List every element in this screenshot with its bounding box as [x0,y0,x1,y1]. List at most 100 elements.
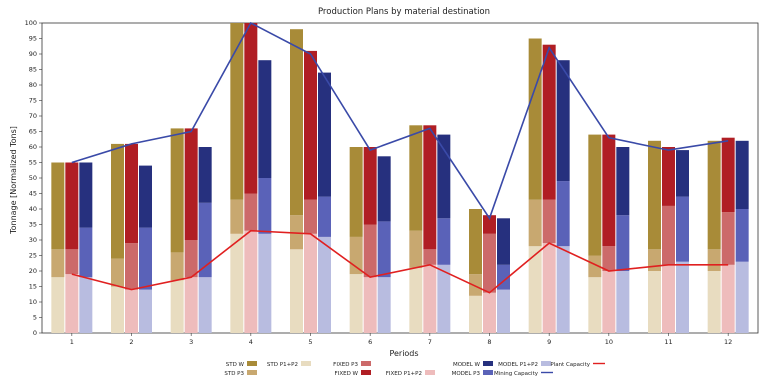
x-tick-label: 1 [70,338,74,346]
bar-model-p1-p2-period-7 [437,264,451,333]
bar-std-p3-period-9 [528,199,542,247]
bar-std-p3-period-3 [170,252,184,281]
bar-fixed-p3-period-1 [65,249,79,275]
y-tick-label: 70 [29,112,37,120]
bar-std-w-period-2 [111,143,124,259]
bar-model-p3-period-9 [556,181,570,247]
bar-fixed-p1-p2-period-3 [184,277,198,333]
legend-label-std-p3: STD P3 [224,371,244,377]
y-tick-label: 40 [29,205,37,213]
bar-fixed-p1-p2-period-12 [721,264,735,333]
bar-model-w-period-12 [735,140,749,209]
y-tick-label: 0 [33,329,37,337]
bar-std-w-period-12 [707,140,721,250]
bar-std-p1-p2-period-7 [409,267,423,333]
y-tick-label: 35 [29,221,37,229]
bar-std-w-period-3 [170,128,184,253]
legend-swatch [483,370,493,375]
bar-std-w-period-7 [409,125,423,231]
legend-label-std-p1-p2: STD P1+P2 [267,362,298,368]
bar-fixed-w-period-8 [483,215,496,234]
bar-model-p3-period-5 [318,196,331,237]
bar-fixed-p1-p2-period-4 [244,230,258,333]
bar-fixed-p3-period-10 [602,246,616,271]
bar-fixed-w-period-9 [542,44,556,200]
y-tick-label: 85 [29,66,37,74]
bar-model-w-period-7 [437,134,451,219]
bar-std-p1-p2-period-8 [469,295,482,333]
bar-std-p1-p2-period-10 [588,277,602,333]
bar-fixed-p1-p2-period-10 [602,271,616,333]
bar-std-w-period-5 [290,29,303,216]
legend-label-fixed-p1-p2: FIXED P1+P2 [386,371,422,377]
bar-fixed-w-period-6 [363,147,377,225]
bar-model-p3-period-10 [616,215,630,271]
bar-fixed-p1-p2-period-2 [125,289,138,333]
x-tick-label: 7 [428,338,432,346]
x-tick-label: 9 [547,338,551,346]
bar-std-p1-p2-period-2 [111,286,124,333]
bar-model-w-period-11 [676,150,689,197]
line-mining-capacity [71,21,729,221]
bar-std-p1-p2-period-3 [170,280,184,333]
bar-fixed-w-period-2 [125,143,138,244]
bar-std-p3-period-1 [51,249,65,278]
bar-std-w-period-8 [469,209,482,275]
bar-model-p3-period-1 [79,227,93,278]
bar-std-p3-period-2 [111,258,124,287]
bar-model-w-period-1 [79,162,93,228]
x-tick-label: 12 [724,338,732,346]
y-axis-label: Tonnage [Normalized Tons] [9,126,18,235]
bar-fixed-w-period-1 [65,162,79,250]
legend-label-std-w: STD W [226,362,245,368]
bar-model-p1-p2-period-6 [377,277,391,333]
bar-model-p3-period-12 [735,209,749,262]
y-tick-label: 75 [29,97,37,105]
bar-fixed-p3-period-9 [542,199,556,244]
bar-fixed-w-period-5 [304,50,317,200]
legend-label-model-p1-p2: MODEL P1+P2 [498,362,538,368]
bar-std-p1-p2-period-6 [349,274,363,333]
bar-model-p1-p2-period-11 [676,261,689,333]
legend-label-mining-capacity: Mining Capacity [494,371,539,377]
bar-std-p1-p2-period-1 [51,277,65,333]
bar-fixed-p1-p2-period-1 [65,274,79,333]
x-tick-label: 2 [129,338,133,346]
x-tick-label: 11 [664,338,672,346]
bar-model-w-period-5 [318,72,331,197]
x-tick-label: 10 [605,338,613,346]
y-tick-label: 10 [29,298,37,306]
y-tick-label: 65 [29,128,37,136]
bar-fixed-w-period-3 [184,128,198,240]
bar-fixed-p1-p2-period-11 [662,264,675,333]
bar-model-p3-period-3 [198,202,212,278]
plot-area: 0510152025303540455055606570758085909510… [25,19,759,346]
bar-model-w-period-10 [616,147,630,216]
bar-fixed-p3-period-12 [721,212,735,265]
y-tick-label: 30 [29,236,37,244]
bar-std-p1-p2-period-12 [707,271,721,333]
bar-model-p3-period-11 [676,196,689,262]
bar-model-p1-p2-period-9 [556,246,570,333]
bar-model-p3-period-7 [437,218,451,265]
legend-label-fixed-w: FIXED W [335,371,359,377]
bar-std-p3-period-12 [707,249,721,271]
bar-fixed-w-period-11 [662,147,675,206]
bar-fixed-p1-p2-period-9 [542,243,556,333]
bar-fixed-p3-period-11 [662,205,675,265]
x-tick-label: 4 [249,338,253,346]
bar-model-p3-period-4 [258,178,272,234]
bar-fixed-p3-period-8 [483,233,496,293]
legend-swatch [483,361,493,366]
y-tick-label: 55 [29,159,37,167]
bar-std-p3-period-6 [349,236,363,275]
bar-fixed-p3-period-4 [244,193,258,231]
bar-std-p1-p2-period-4 [230,233,244,333]
bar-std-w-period-4 [230,23,244,200]
bar-std-w-period-9 [528,38,542,200]
legend-label-model-p3: MODEL P3 [452,371,481,377]
bar-fixed-p1-p2-period-8 [483,292,496,333]
bar-fixed-p3-period-5 [304,199,317,234]
y-tick-label: 20 [29,267,37,275]
